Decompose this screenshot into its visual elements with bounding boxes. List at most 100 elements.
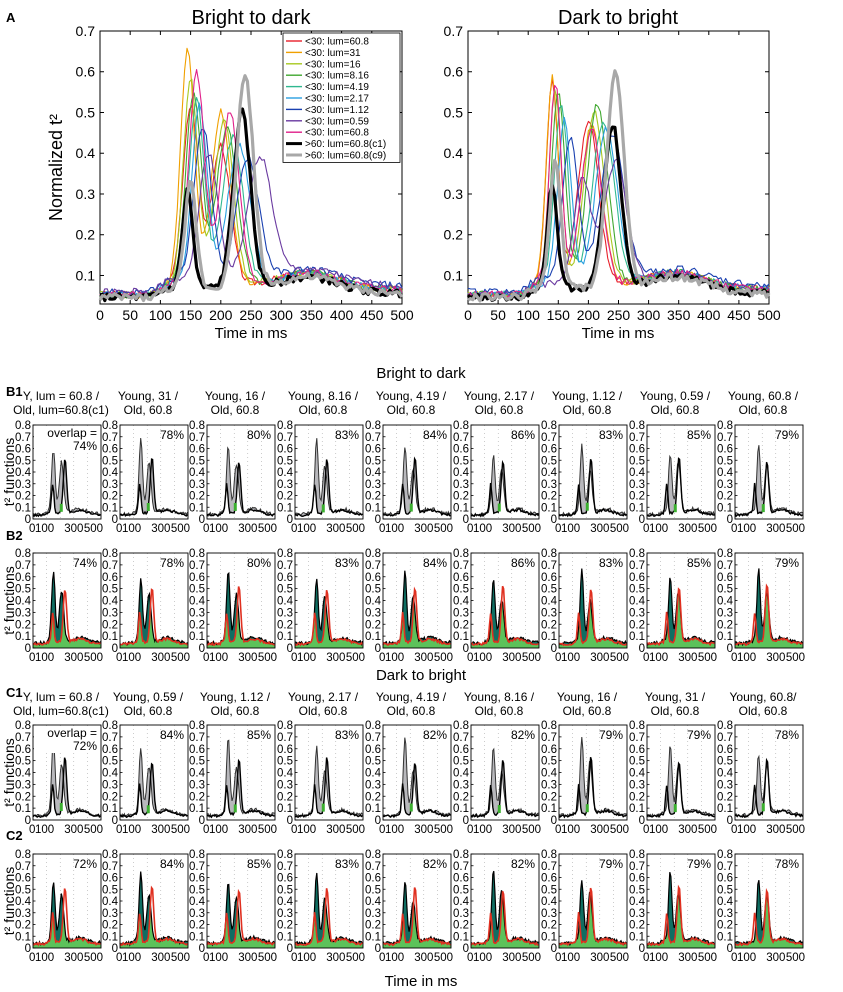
- y-tick-label: 0.4: [102, 467, 119, 479]
- y-tick-label: 0.1: [102, 631, 118, 643]
- legend-entry: <30: lum=60.8: [305, 128, 369, 139]
- x-tick-label: 300: [64, 652, 83, 664]
- old-line: [32, 590, 101, 646]
- x-tick-label: 0: [96, 307, 104, 323]
- x-tick-label: 500: [522, 652, 541, 664]
- x-tick-label: 300: [326, 523, 345, 535]
- y-tick-label: 0.1: [541, 631, 557, 643]
- y-tick-label: 0.5: [277, 455, 293, 467]
- x-tick-label: 300: [590, 952, 609, 964]
- y-tick-label: 0.8: [717, 420, 733, 432]
- y-tick-label: 0.1: [629, 502, 645, 514]
- x-tick-label: 100: [149, 307, 173, 323]
- y-tick-label: 0.3: [629, 607, 645, 619]
- y-tick-label: 0: [25, 643, 31, 655]
- x-tick-label: 0: [731, 523, 737, 535]
- x-tick-label: 0: [379, 523, 385, 535]
- overlap-value: 84%: [423, 556, 447, 570]
- y-tick-label: 0: [551, 514, 557, 526]
- x-tick-label: 500: [171, 523, 190, 535]
- y-tick-label: 0.4: [365, 596, 382, 608]
- subplot: 00.10.20.30.40.50.60.70.80 100 300 500Young…: [629, 690, 717, 836]
- y-tick-label: 0: [375, 815, 381, 827]
- subplot: 00.10.20.30.40.50.60.70.80 100 300 500Young…: [102, 389, 190, 535]
- overlap-value: 78%: [160, 428, 184, 442]
- old-line: [119, 588, 189, 646]
- y-tick-label: 0.4: [102, 768, 119, 780]
- old-line: [382, 763, 451, 819]
- x-tick-label: 0: [291, 523, 297, 535]
- y-tick-label: 0.5: [277, 584, 293, 596]
- overlap-area: [559, 891, 627, 948]
- y-tick-label: 0.3: [717, 779, 733, 791]
- y-tick-label: 0.4: [15, 896, 32, 908]
- y-tick-label: 0: [199, 643, 205, 655]
- x-tick-label: 0: [379, 952, 385, 964]
- x-tick-label: 500: [610, 824, 629, 836]
- y-tick-label: 0.7: [365, 560, 381, 572]
- y-tick-label: 0.2: [541, 619, 557, 631]
- row-ylabel: t² functions: [1, 738, 17, 806]
- x-tick-label: 500: [258, 824, 277, 836]
- x-tick-label: 300: [151, 952, 170, 964]
- old-line: [294, 589, 364, 647]
- y-tick-label: 0.8: [541, 849, 557, 861]
- x-tick-label: 0: [467, 652, 473, 664]
- old-line: [646, 587, 715, 647]
- y-tick-label: 0.3: [102, 479, 118, 491]
- y-tick-label: 0.7: [15, 732, 31, 744]
- subplot: 00.10.20.30.40.50.60.70.80 100 300 500Young…: [717, 389, 805, 535]
- subplot-title-line2: Old, 60.8: [211, 704, 260, 718]
- x-tick-label: 450: [360, 307, 384, 323]
- y-tick-label: 0.4: [15, 768, 32, 780]
- x-tick-label: 150: [179, 307, 203, 323]
- y-tick-label: 0.6: [453, 744, 469, 756]
- y-tick-label: 0.4: [277, 467, 294, 479]
- y-tick-label: 0.8: [453, 420, 469, 432]
- x-tick-label: 500: [346, 824, 365, 836]
- overlap-label-bg: [34, 726, 100, 753]
- y-tick-label: 0.5: [453, 455, 469, 467]
- y-tick-label: 0.8: [717, 720, 733, 732]
- y-axis-label: Normalized t²: [46, 114, 66, 221]
- old-line: [32, 888, 101, 947]
- y-tick-label: 0.7: [365, 732, 381, 744]
- x-tick-label: 500: [698, 652, 717, 664]
- y-tick-label: 0.2: [76, 227, 96, 243]
- subplot: 00.10.20.30.40.50.60.70.80 100 300 500Young…: [365, 690, 453, 836]
- subplot-title-line2: Old, 60.8: [124, 403, 173, 417]
- x-tick-label: 100: [297, 824, 316, 836]
- x-tick-label: 100: [473, 523, 492, 535]
- x-tick-label: 0: [116, 523, 122, 535]
- x-tick-label: 0: [29, 824, 35, 836]
- subplot-title-line2: Old, 60.8: [651, 704, 700, 718]
- y-tick-label: 0.6: [453, 873, 469, 885]
- old-line: [206, 586, 275, 647]
- x-tick-label: 0: [116, 652, 122, 664]
- x-tick-label: 300: [502, 952, 521, 964]
- x-tick-label: 0: [555, 952, 561, 964]
- subplot-title-line2: Old, 60.8: [563, 704, 612, 718]
- y-tick-label: 0.7: [277, 432, 293, 444]
- overlap-value: 83%: [335, 857, 359, 871]
- x-tick-label: 300: [678, 952, 697, 964]
- x-tick-label: 500: [757, 307, 781, 323]
- x-tick-label: 200: [577, 307, 601, 323]
- legend-entry: <30: lum=31: [305, 48, 361, 59]
- x-tick-label: 500: [434, 952, 453, 964]
- x-tick-label: 500: [84, 652, 103, 664]
- y-tick-label: 0.5: [629, 884, 645, 896]
- subplot-title-line1: Young, 4.19 /: [376, 389, 447, 403]
- overlap-value: 84%: [423, 428, 447, 442]
- y-tick-label: 0.5: [629, 584, 645, 596]
- y-tick-label: 0: [287, 514, 293, 526]
- figure-text: A Bright to dark Dark to bright B1 B2 C1…: [6, 10, 467, 990]
- y-tick-label: 0.8: [541, 420, 557, 432]
- y-tick-label: 0: [375, 514, 381, 526]
- y-tick-label: 0.2: [541, 791, 557, 803]
- y-tick-label: 0.7: [365, 432, 381, 444]
